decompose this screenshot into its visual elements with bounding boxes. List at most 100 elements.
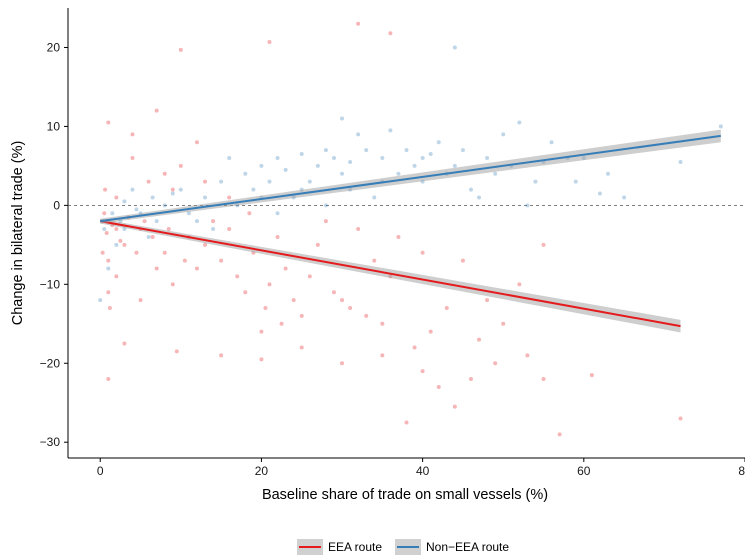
eea-point	[114, 274, 119, 279]
non-eea-point	[194, 219, 199, 224]
non-eea-point	[275, 211, 280, 216]
non-eea-point	[315, 163, 320, 168]
eea-point	[122, 242, 127, 247]
non-eea-point	[372, 195, 377, 200]
y-tick-label: 0	[53, 198, 60, 212]
eea-point	[356, 21, 361, 26]
eea-point	[227, 195, 232, 200]
eea-point	[114, 195, 119, 200]
eea-point	[428, 329, 433, 334]
eea-point	[444, 306, 449, 310]
non-eea-point	[178, 187, 183, 192]
eea-point	[485, 298, 490, 303]
non-eea-point	[114, 242, 119, 247]
non-eea-point	[436, 140, 441, 145]
eea-point	[106, 258, 111, 263]
non-eea-point	[549, 140, 554, 145]
non-eea-point	[525, 203, 530, 208]
eea-point	[154, 108, 159, 113]
eea-point	[299, 345, 304, 350]
eea-point	[589, 373, 594, 378]
non-eea-point	[452, 45, 457, 50]
eea-point	[678, 416, 683, 421]
y-tick-label: −10	[40, 277, 61, 291]
non-eea-point	[348, 159, 353, 164]
eea-point	[130, 156, 135, 160]
eea-point	[114, 227, 119, 232]
eea-point	[142, 219, 147, 224]
non-eea-point	[501, 132, 506, 137]
eea-point	[170, 282, 175, 287]
non-eea-point	[211, 227, 216, 232]
eea-point	[146, 179, 151, 184]
eea-point	[219, 353, 224, 358]
non-eea-point	[251, 187, 256, 192]
y-tick-label: −30	[40, 435, 61, 449]
non-eea-point	[154, 219, 159, 224]
eea-point	[243, 290, 248, 295]
eea-point	[259, 357, 264, 362]
eea-point	[267, 39, 272, 44]
non-eea-point	[412, 163, 417, 168]
non-eea-point	[122, 199, 127, 204]
non-eea-point	[106, 266, 111, 271]
non-eea-point	[331, 156, 336, 160]
non-eea-point	[452, 163, 457, 168]
y-axis-title: Change in bilateral trade (%)	[10, 141, 26, 326]
eea-point	[235, 274, 240, 279]
eea-point	[404, 420, 409, 425]
eea-point	[388, 31, 393, 36]
eea-point	[106, 120, 111, 125]
non-eea-point	[485, 156, 490, 160]
non-eea-point	[323, 203, 328, 208]
non-eea-point	[388, 128, 393, 133]
eea-point	[412, 345, 417, 350]
eea-point	[170, 187, 175, 192]
non-eea-point	[428, 152, 433, 157]
x-ticks: 0 20 40 60 80	[97, 458, 745, 478]
eea-point	[460, 258, 465, 263]
eea-point	[106, 377, 111, 382]
non-eea-point	[356, 132, 361, 137]
eea-point	[178, 163, 183, 168]
non-eea-legend-label: Non−EEA route	[426, 540, 509, 554]
x-axis-title: Baseline share of trade on small vessels…	[262, 487, 548, 503]
non-eea-point	[678, 159, 683, 164]
non-eea-point	[460, 148, 465, 153]
non-eea-point	[227, 156, 232, 160]
y-tick-label: 20	[47, 40, 61, 54]
eea-point	[103, 187, 108, 192]
fit-lines	[100, 129, 721, 333]
non-eea-point	[150, 195, 155, 200]
non-eea-point	[203, 195, 208, 200]
eea-point	[154, 266, 159, 271]
eea-point	[203, 242, 208, 247]
eea-point	[340, 361, 345, 366]
eea-point	[267, 282, 272, 287]
eea-point	[283, 266, 288, 271]
x-tick-label: 60	[577, 464, 591, 478]
scatter-points	[98, 21, 723, 437]
non-eea-point	[597, 191, 602, 196]
eea-point	[420, 250, 425, 255]
eea-point	[557, 432, 562, 437]
non-eea-point	[718, 124, 723, 129]
eea-point	[299, 313, 304, 318]
non-eea-point	[307, 179, 312, 184]
eea-confidence-band	[100, 218, 681, 333]
eea-point	[541, 377, 546, 382]
non-eea-point	[275, 156, 280, 160]
non-eea-point	[340, 116, 345, 121]
eea-point	[323, 219, 328, 224]
eea-point	[501, 321, 506, 326]
eea-point	[275, 234, 280, 239]
non-eea-point	[323, 148, 328, 153]
eea-point	[396, 234, 401, 239]
non-eea-fit-line	[100, 134, 721, 223]
non-eea-point	[130, 187, 135, 192]
non-eea-point	[299, 152, 304, 157]
eea-point	[104, 231, 109, 235]
eea-point	[130, 132, 135, 137]
eea-point	[315, 242, 320, 247]
